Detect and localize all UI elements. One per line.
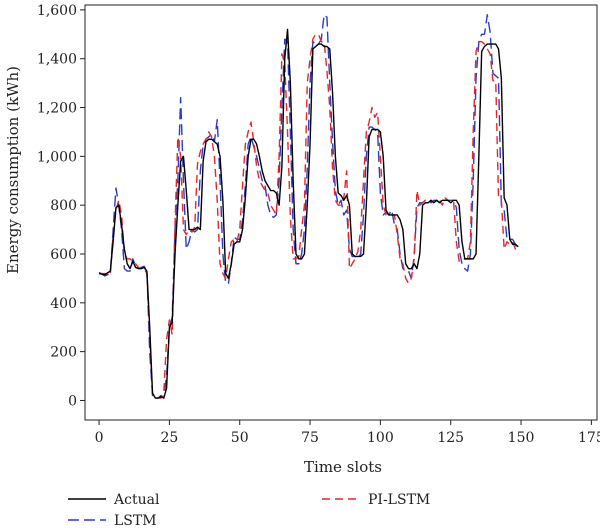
x-axis-title: Time slots xyxy=(304,458,382,476)
y-tick-label: 200 xyxy=(50,345,77,361)
x-tick-label: 25 xyxy=(160,430,178,446)
series-layer xyxy=(98,14,519,399)
plot-frame xyxy=(84,4,598,421)
x-tick-label: 50 xyxy=(231,430,249,446)
legend-label-pi-lstm: PI-LSTM xyxy=(368,492,430,508)
legend-label-lstm: LSTM xyxy=(114,513,157,529)
tick-layer: 0 25 50 75 100 125 150 175 0 200 400 600 800 1,000 1,2… xyxy=(37,3,600,446)
y-tick-label: 400 xyxy=(50,296,77,312)
axes-frame xyxy=(84,4,598,421)
legend-label-actual: Actual xyxy=(113,492,160,508)
legend: Actual LSTM PI-LSTM xyxy=(68,492,430,529)
x-tick-label: 150 xyxy=(508,430,535,446)
series-line-pi-lstm xyxy=(99,33,519,399)
x-tick-label: 100 xyxy=(367,430,394,446)
y-axis-title: Energy consumption (kWh) xyxy=(4,66,22,274)
y-tick-label: 600 xyxy=(50,247,77,263)
x-tick-label: 0 xyxy=(95,430,104,446)
y-tick-label: 800 xyxy=(50,198,77,214)
y-tick-label: 1,200 xyxy=(37,101,77,117)
y-tick-label: 1,000 xyxy=(37,149,77,165)
x-tick-label: 175 xyxy=(578,430,600,446)
y-tick-label: 1,400 xyxy=(37,52,77,68)
series-line-lstm xyxy=(98,14,519,399)
y-tick-label: 0 xyxy=(68,393,77,409)
x-tick-label: 125 xyxy=(437,430,464,446)
x-tick-label: 75 xyxy=(301,430,319,446)
series-line-actual xyxy=(98,28,519,399)
y-tick-label: 1,600 xyxy=(37,3,77,19)
